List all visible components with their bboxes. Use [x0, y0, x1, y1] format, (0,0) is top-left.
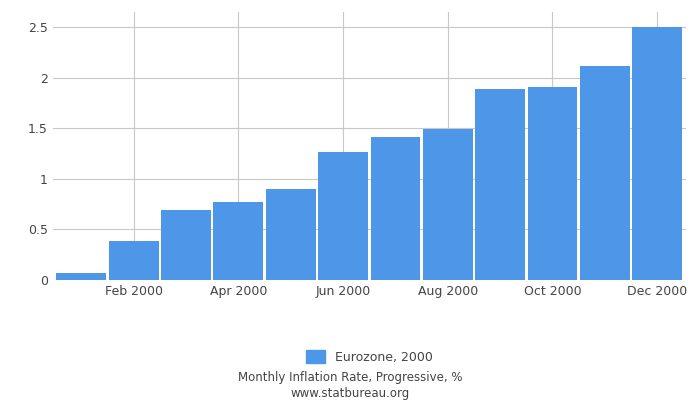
Bar	[423, 129, 473, 280]
Bar	[266, 189, 316, 280]
Bar	[108, 240, 158, 280]
Text: www.statbureau.org: www.statbureau.org	[290, 388, 410, 400]
Bar	[318, 152, 368, 280]
Bar	[475, 89, 525, 280]
Bar	[370, 138, 420, 280]
Text: Monthly Inflation Rate, Progressive, %: Monthly Inflation Rate, Progressive, %	[238, 372, 462, 384]
Legend: Eurozone, 2000: Eurozone, 2000	[301, 345, 438, 369]
Bar	[632, 27, 682, 280]
Bar	[57, 273, 106, 280]
Bar	[161, 210, 211, 280]
Bar	[580, 66, 630, 280]
Bar	[214, 202, 263, 280]
Bar	[528, 87, 577, 280]
